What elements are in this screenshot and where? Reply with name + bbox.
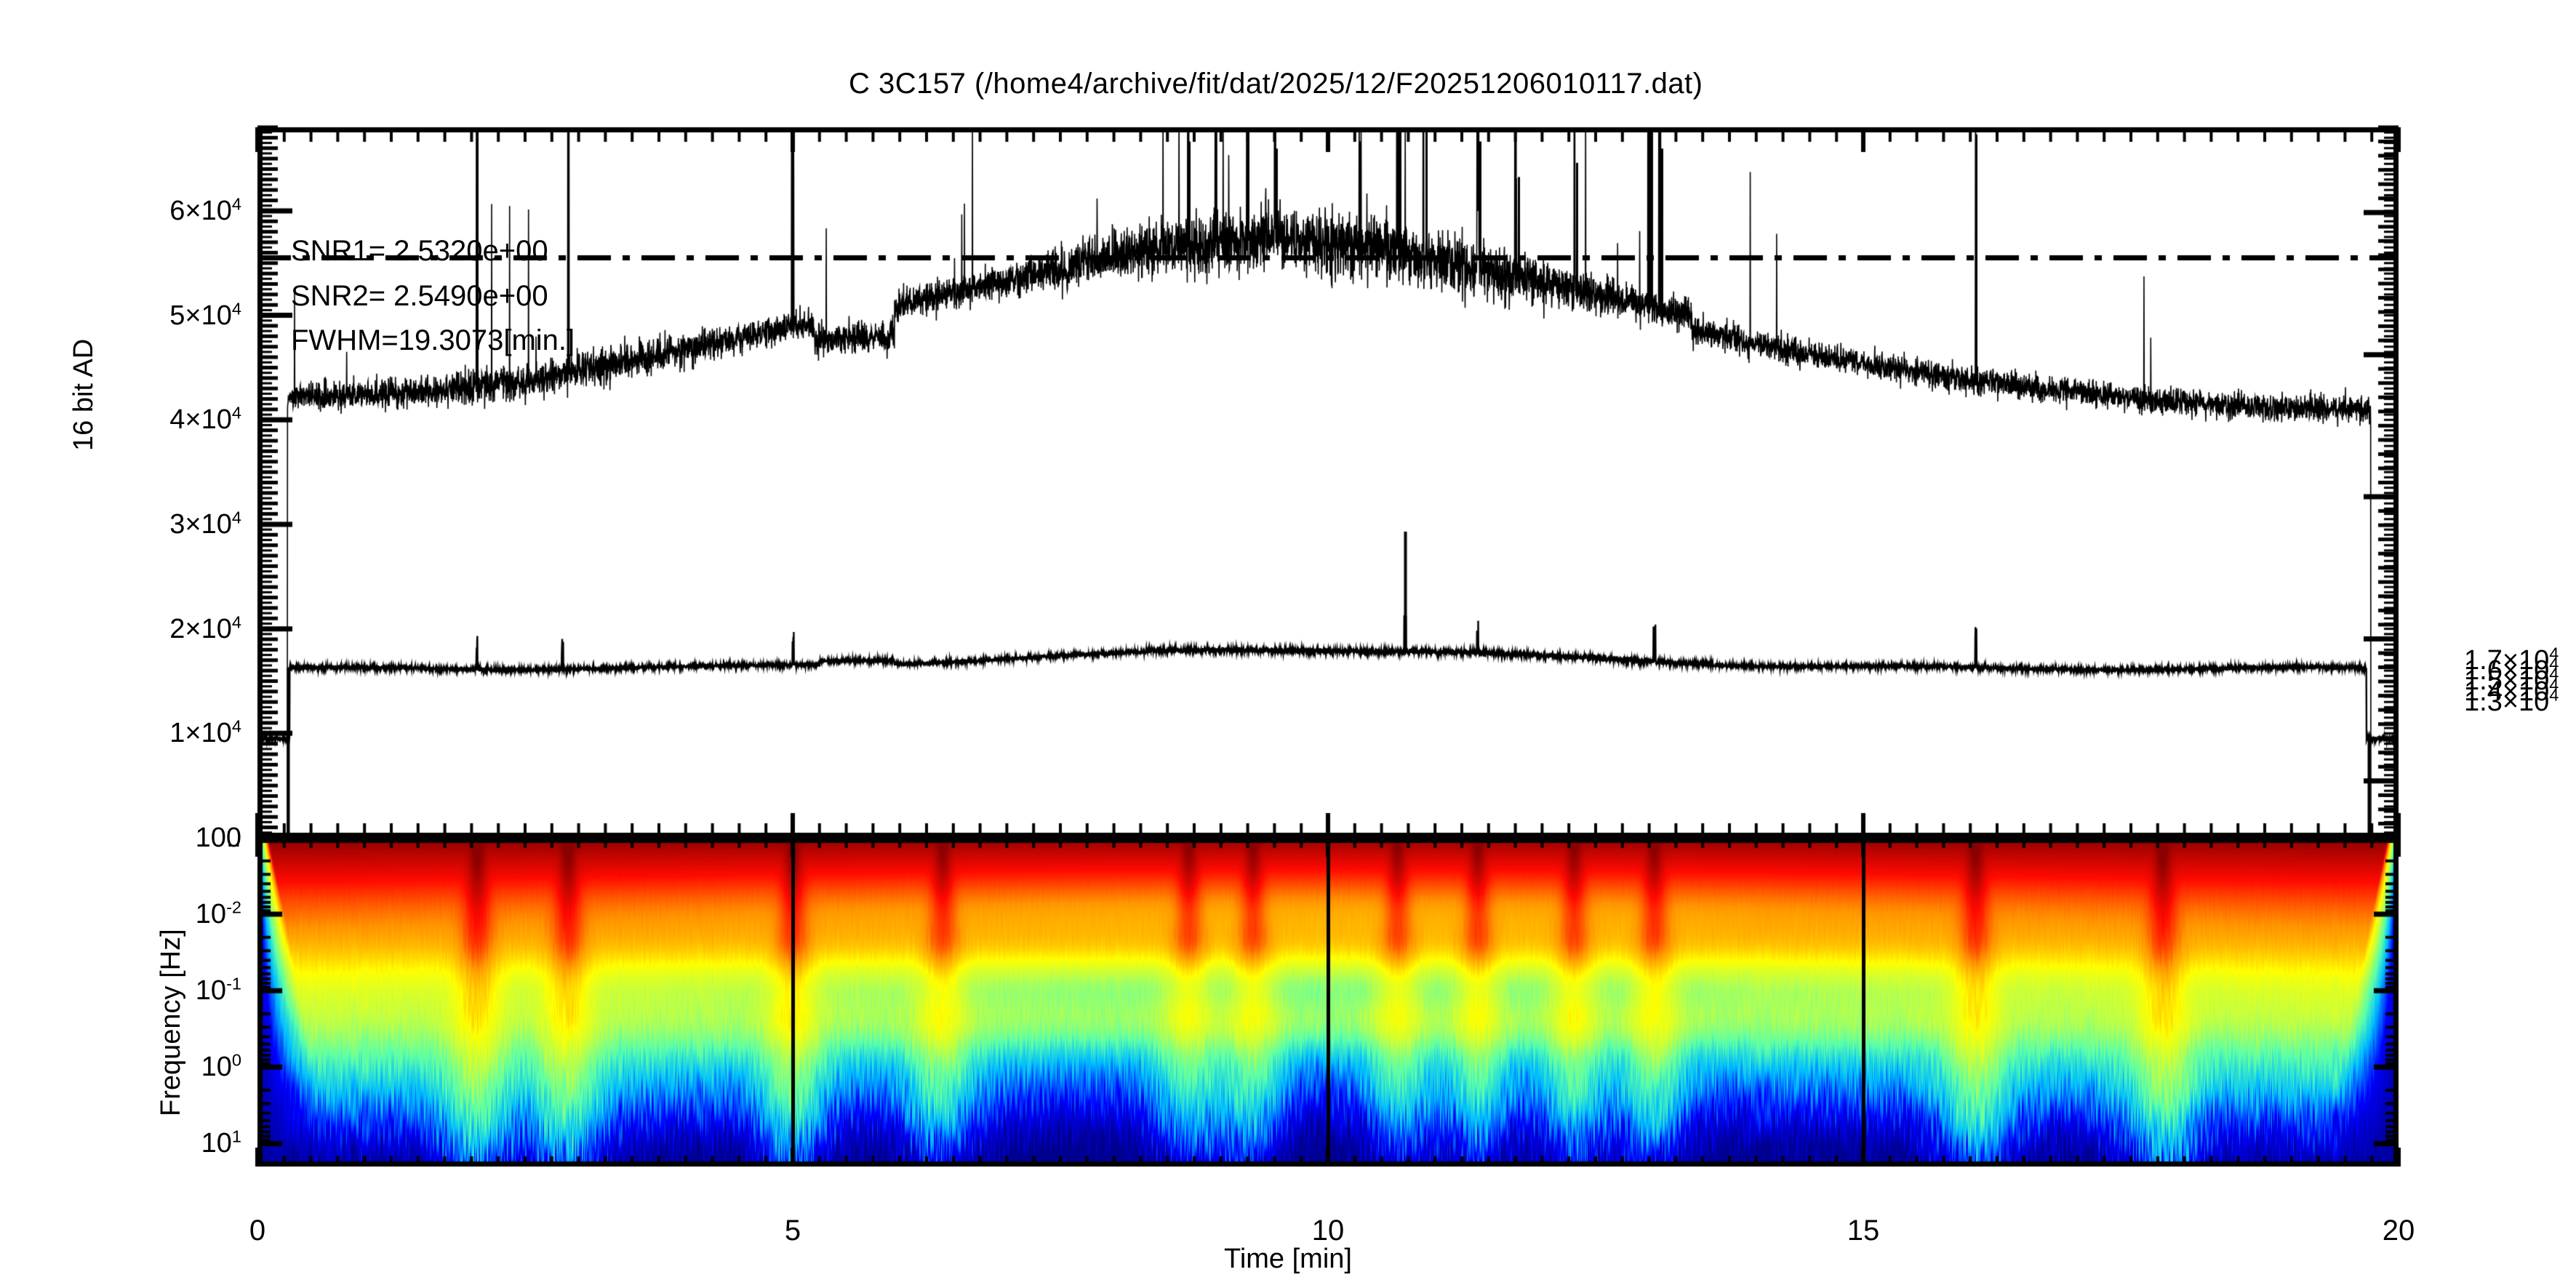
axis-tick-label: 1.5×104 — [2464, 664, 2559, 697]
timeseries-panel[interactable] — [257, 127, 2399, 838]
axis-tick-label: 5 — [784, 1215, 801, 1247]
axis-tick-label: 10-2 — [195, 897, 241, 930]
axis-tick-label: 0 — [225, 823, 241, 853]
annotation-snr2: SNR2= 2.5490e+00 — [291, 280, 548, 312]
axis-tick-label: 10-1 — [195, 974, 241, 1007]
axis-tick-label: 1×104 — [169, 716, 241, 749]
axis-tick-label: 10.. — [195, 823, 241, 853]
axis-tick-label: 0 — [249, 1215, 266, 1247]
annotation-fwhm: FWHM=19.3073[min.] — [291, 324, 575, 356]
axis-tick-label: 20 — [2382, 1215, 2415, 1247]
axis-tick-label: 4×104 — [169, 403, 241, 436]
annotation-snr1: SNR1= 2.5320e+00 — [291, 235, 548, 267]
axis-tick-label: 100 — [201, 1050, 241, 1083]
axis-tick-label: 15 — [1847, 1215, 1880, 1247]
axis-tick-label: 5×104 — [169, 298, 241, 331]
axis-tick-label: 10 — [1311, 1215, 1345, 1247]
axis-tick-label: 1.4×104 — [2464, 675, 2559, 707]
axis-tick-label: 2×104 — [169, 612, 241, 644]
axis-tick-label: 1.3×104 — [2464, 685, 2559, 718]
axis-tick-label: 3×104 — [169, 508, 241, 540]
axis-tick-label: 1.6×104 — [2464, 654, 2559, 687]
spectrogram-panel[interactable] — [257, 838, 2399, 1167]
x-axis-label-time: Time [min] — [1224, 1244, 1352, 1274]
axis-tick-label: 1.7×104 — [2464, 644, 2559, 676]
y-axis-label-frequency: Frequency [Hz] — [156, 929, 186, 1116]
axis-tick-label: 101 — [201, 1127, 241, 1159]
y-axis-label-left: 16 bit AD — [68, 338, 99, 451]
axis-tick-label: 6×104 — [169, 194, 241, 226]
page-title: C 3C157 (/home4/archive/fit/dat/2025/12/… — [849, 68, 1703, 100]
